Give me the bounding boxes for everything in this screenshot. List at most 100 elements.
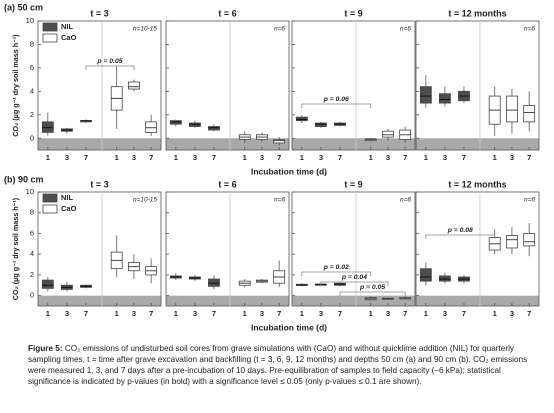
box — [273, 139, 286, 144]
x-tick-label: 3 — [193, 153, 197, 162]
x-tick-label: 3 — [65, 153, 69, 162]
panel-frame — [415, 20, 540, 151]
y-axis-title: CO₂ (µg g⁻¹ dry soil mass h⁻¹) — [11, 197, 20, 300]
panel-frame — [37, 20, 162, 151]
y-tick-label: 10 — [26, 187, 34, 196]
legend-label: CaO — [61, 204, 77, 213]
box — [382, 130, 394, 138]
x-tick-label: 7 — [84, 153, 88, 162]
x-tick-label: 1 — [424, 153, 428, 162]
n-label: n=6 — [274, 197, 285, 204]
x-tick-label: 1 — [174, 309, 178, 318]
p-value: p = 0.02 — [323, 264, 349, 271]
panel-frame — [415, 191, 540, 307]
panel-title: t = 9 — [344, 179, 362, 189]
legend-swatch — [42, 204, 58, 214]
x-tick-label: 7 — [338, 153, 342, 162]
box — [523, 105, 536, 123]
y-tick-label: 10 — [26, 16, 34, 25]
zero-band — [38, 138, 161, 150]
box — [315, 122, 327, 127]
x-tick-label: 3 — [443, 309, 447, 318]
x-tick-label: 3 — [319, 153, 323, 162]
x-tick-label: 7 — [212, 153, 216, 162]
box — [128, 81, 140, 90]
box — [145, 121, 158, 133]
box — [208, 278, 220, 287]
box — [523, 233, 536, 247]
p-value: p = 0.04 — [341, 274, 367, 281]
row-label: (b) 90 cm — [4, 174, 44, 184]
legend-swatch — [42, 33, 58, 43]
x-tick-label: 3 — [65, 309, 69, 318]
significance-bracket — [85, 65, 135, 70]
x-tick-label: 1 — [424, 309, 428, 318]
zero-band — [416, 138, 539, 150]
x-tick-label: 1 — [369, 153, 373, 162]
p-value: p = 0.05 — [359, 284, 385, 291]
x-tick-label: 3 — [260, 153, 264, 162]
y-tick-label: 2 — [30, 270, 34, 279]
panel-frame — [37, 191, 162, 307]
y-tick-label: 6 — [30, 228, 34, 237]
box — [419, 268, 432, 282]
row-label: (a) 50 cm — [4, 2, 43, 12]
zero-band — [166, 138, 289, 150]
significance-bracket — [425, 234, 496, 239]
significance-bracket — [339, 291, 406, 296]
y-tick-label: 8 — [30, 208, 34, 217]
box — [439, 275, 451, 282]
box — [208, 126, 220, 131]
x-tick-label: 7 — [462, 153, 466, 162]
y-tick-label: 4 — [30, 249, 34, 258]
box — [506, 235, 518, 249]
x-tick-label: 3 — [132, 153, 136, 162]
x-tick-label: 1 — [369, 309, 373, 318]
x-tick-label: 1 — [300, 153, 304, 162]
figure: (a) 50 cm CO₂ (µg g⁻¹ dry soil mass h⁻¹) I… — [4, 2, 540, 332]
zero-band — [292, 138, 415, 150]
panel-frame — [165, 20, 290, 151]
significance-bracket — [301, 271, 372, 276]
x-tick-label: 1 — [243, 153, 247, 162]
caption-label: Figure 5: — [28, 344, 63, 353]
p-value: p = 0.05 — [96, 58, 122, 65]
y-tick-label: 0 — [30, 133, 34, 142]
zero-band — [292, 295, 415, 306]
x-tick-label: 7 — [527, 309, 531, 318]
box — [506, 95, 518, 123]
x-axis-title: Incubation time (d) — [251, 322, 327, 332]
zero-band — [166, 295, 289, 306]
x-tick-label: 1 — [493, 309, 497, 318]
x-tick-label: 1 — [46, 309, 50, 318]
x-tick-label: 3 — [386, 309, 390, 318]
x-tick-label: 3 — [319, 309, 323, 318]
n-label: n=10-15 — [133, 26, 157, 33]
box — [189, 122, 201, 127]
significance-bracket — [320, 281, 389, 286]
p-value: p = 0.08 — [447, 227, 473, 234]
y-tick-label: 2 — [30, 110, 34, 119]
panel-title: t = 6 — [218, 179, 236, 189]
x-tick-label: 1 — [115, 309, 119, 318]
x-tick-label: 7 — [212, 309, 216, 318]
legend-swatch — [42, 22, 58, 32]
x-tick-label: 7 — [84, 309, 88, 318]
panel-title: t = 3 — [90, 8, 108, 18]
box — [295, 116, 308, 122]
n-label: n=6 — [274, 26, 285, 33]
x-tick-label: 7 — [338, 309, 342, 318]
x-tick-label: 3 — [132, 309, 136, 318]
box — [439, 93, 451, 104]
x-tick-label: 7 — [527, 153, 531, 162]
legend-label: CaO — [61, 33, 77, 42]
panel-title: t = 3 — [90, 179, 108, 189]
caption-text: CO₂ emissions of undisturbed soil cores … — [28, 344, 528, 386]
x-tick-label: 3 — [510, 309, 514, 318]
panel-title: t = 12 months — [448, 8, 506, 18]
x-tick-label: 7 — [277, 153, 281, 162]
x-tick-label: 1 — [493, 153, 497, 162]
panel-frame — [165, 191, 290, 307]
y-axis-title: CO₂ (µg g⁻¹ dry soil mass h⁻¹) — [11, 34, 20, 137]
